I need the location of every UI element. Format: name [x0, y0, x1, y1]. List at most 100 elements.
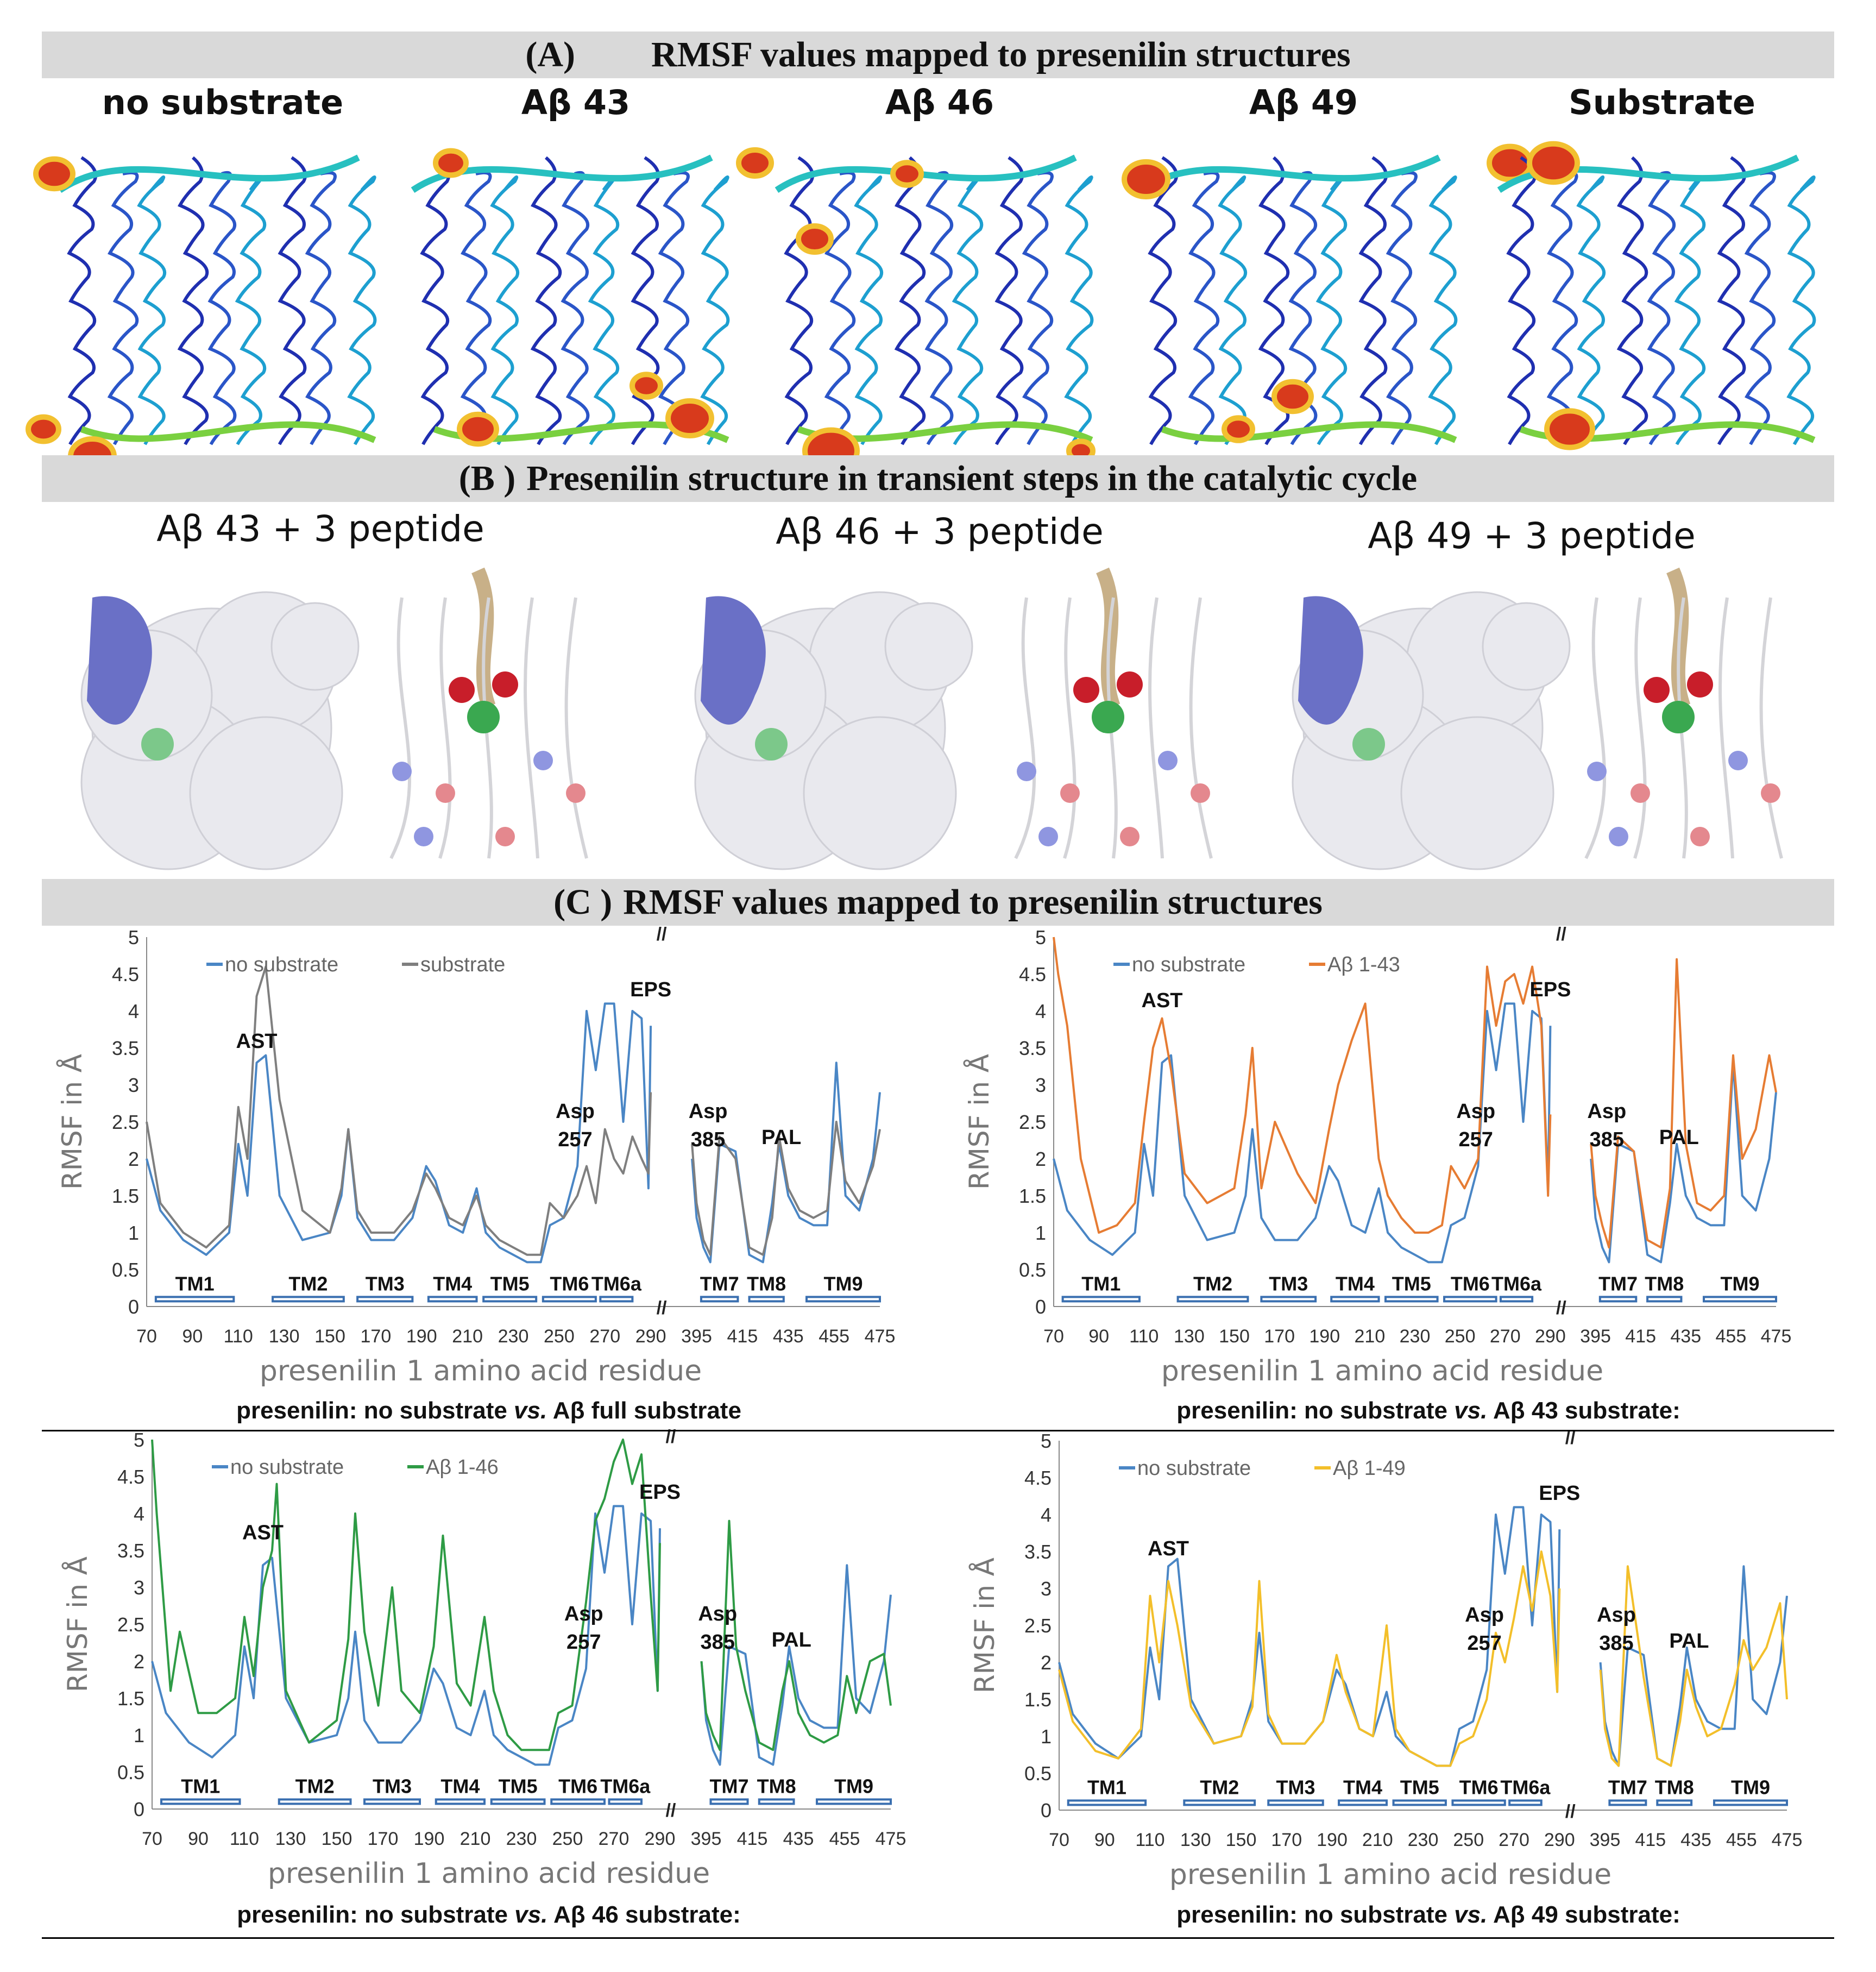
panel-a-label-substrate: Substrate: [1569, 83, 1755, 122]
backbone-trace: [482, 597, 493, 859]
x-tick-label: 395: [681, 1326, 712, 1347]
rmsf-structure-substrate: [1497, 141, 1816, 450]
helix-ribbon: [924, 171, 954, 445]
catalytic-aspartate: [1073, 677, 1099, 703]
residue-sticks: [436, 783, 455, 803]
helix-ribbon: [1616, 156, 1648, 445]
y-tick-label: 5: [1035, 926, 1046, 949]
tm-segment-bar: [272, 1296, 345, 1303]
helix-ribbon: [1506, 156, 1537, 445]
high-rmsf-region: [796, 223, 834, 255]
y-tick-label: 3: [1035, 1074, 1046, 1096]
x-tick-label: 395: [691, 1829, 722, 1849]
x-tick-label: 170: [1264, 1326, 1295, 1347]
tm-segment-bar: [1703, 1296, 1777, 1303]
helix-ribbon: [1717, 156, 1747, 445]
helix-ribbon: [1546, 171, 1578, 445]
substrate-surface: [701, 596, 766, 725]
y-tick-label: 1.5: [1019, 1185, 1046, 1207]
tm-segment-bar: [1183, 1799, 1256, 1806]
chart-ab49: 0 0.5 1 1.5 2 2.5 3 3.5 4 4.5 5 70 90 110 130 150 170 190…: [969, 1428, 1802, 1891]
tm-label: TM2: [1193, 1272, 1232, 1295]
tm-segment-bar: [1176, 1296, 1249, 1303]
high-rmsf-region: [33, 156, 75, 192]
chart-annotation: Asp 257: [1465, 1604, 1504, 1655]
tm-segment-bar: [490, 1798, 546, 1805]
loop-ribbon: [1138, 154, 1441, 193]
tm-segment-bar: [550, 1798, 606, 1805]
helix-ribbon: [1744, 171, 1776, 445]
x-tick-label: 455: [1716, 1326, 1747, 1347]
helix-ribbon: [700, 175, 730, 445]
series-line-comparison: [1058, 1550, 1788, 1767]
y-tick-label: 4.5: [1024, 1467, 1052, 1489]
x-tick-label: 150: [1226, 1830, 1257, 1850]
high-rmsf-region: [1544, 408, 1595, 450]
x-tick-label: 230: [1408, 1830, 1439, 1850]
y-tick-label: 4.5: [1019, 963, 1046, 985]
x-tick-label: 190: [1317, 1830, 1348, 1850]
tm-segment-bar: [1061, 1296, 1141, 1303]
tm-segment-bar: [1508, 1799, 1543, 1806]
y-tick-label: 0.5: [117, 1761, 144, 1783]
helix-ribbon: [67, 156, 98, 445]
y-tick-label: 0.5: [112, 1259, 139, 1281]
tm-label: TM1: [175, 1272, 215, 1295]
x-tick-label: 130: [1174, 1326, 1205, 1347]
panel-c-tag: (C ): [553, 882, 613, 922]
y-tick-label: 2.5: [117, 1613, 144, 1636]
chart-ab43: 0 0.5 1 1.5 2 2.5 3 3.5 4 4.5 5 70 90 110 130 150 170 190…: [964, 924, 1791, 1387]
peptide-sticks: [467, 701, 500, 733]
y-tick-label: 0: [1041, 1799, 1052, 1822]
rmsf-structure-ab49: [1122, 143, 1533, 445]
surface-lobe: [1400, 716, 1554, 870]
tm-label: TM2: [288, 1272, 328, 1295]
tm-segment-bar: [1656, 1799, 1693, 1806]
y-tick-label: 0: [134, 1798, 144, 1820]
x-tick-label: 270: [1490, 1326, 1521, 1347]
y-tick-label: 3: [1041, 1578, 1052, 1600]
helix-ribbon: [631, 156, 660, 445]
helix-ribbon: [1358, 156, 1388, 445]
tm-segment-bar: [599, 1296, 634, 1303]
y-tick-label: 0.5: [1024, 1762, 1052, 1785]
helix-ribbon: [1218, 175, 1248, 445]
rmsf-structure-ab43: [411, 147, 774, 447]
x-axis-label: presenilin 1 amino acid residue: [1161, 1355, 1603, 1387]
tm-segment-bar: [542, 1296, 597, 1303]
residue-sticks: [1017, 762, 1036, 781]
tm-label: TM6a: [591, 1272, 642, 1295]
panel-a-header: (A) RMSF values mapped to presenilin str…: [42, 32, 1834, 78]
chart-ab46: 0 0.5 1 1.5 2 2.5 3 3.5 4 4.5 5 70 90 110 130 150 170 190…: [62, 1427, 906, 1890]
y-tick-label: 4: [1035, 1000, 1046, 1022]
legend-label: no substrate: [1132, 953, 1245, 976]
x-tick-label: 150: [314, 1326, 345, 1347]
surface-lobe: [270, 602, 360, 691]
y-tick-label: 3.5: [117, 1540, 144, 1562]
panel-a-label-ab49: Aβ 49: [1249, 83, 1358, 122]
loop-ribbon: [58, 154, 360, 193]
tm-label: TM6: [558, 1775, 597, 1797]
x-tick-label: 230: [1400, 1326, 1431, 1347]
helix-ribbon: [1576, 175, 1606, 445]
y-tick-label: 0: [1035, 1296, 1046, 1318]
x-tick-label: 455: [829, 1829, 860, 1849]
backbone-trace: [564, 597, 588, 859]
y-axis-label: RMSF in Å: [969, 1557, 1000, 1693]
x-tick-label: 435: [783, 1829, 814, 1849]
backbone-trace: [1106, 597, 1118, 859]
catalytic-aspartate: [1644, 677, 1670, 703]
helix-ribbon: [588, 175, 620, 445]
backbone-trace: [1633, 597, 1647, 859]
panel-c-header: (C ) RMSF values mapped to presenilin st…: [42, 879, 1834, 926]
residue-sticks: [1120, 827, 1140, 846]
helix-ribbon: [658, 171, 690, 445]
axis-break-bottom: //: [1556, 1298, 1566, 1318]
y-tick-label: 4: [1041, 1504, 1052, 1526]
residue-sticks: [495, 827, 515, 846]
high-rmsf-region: [1222, 415, 1255, 443]
loop-ribbon: [1161, 421, 1457, 443]
tm-segment-bar: [160, 1798, 241, 1805]
axis-break-bottom: //: [1565, 1801, 1576, 1822]
series-line-comparison: [146, 965, 881, 1256]
